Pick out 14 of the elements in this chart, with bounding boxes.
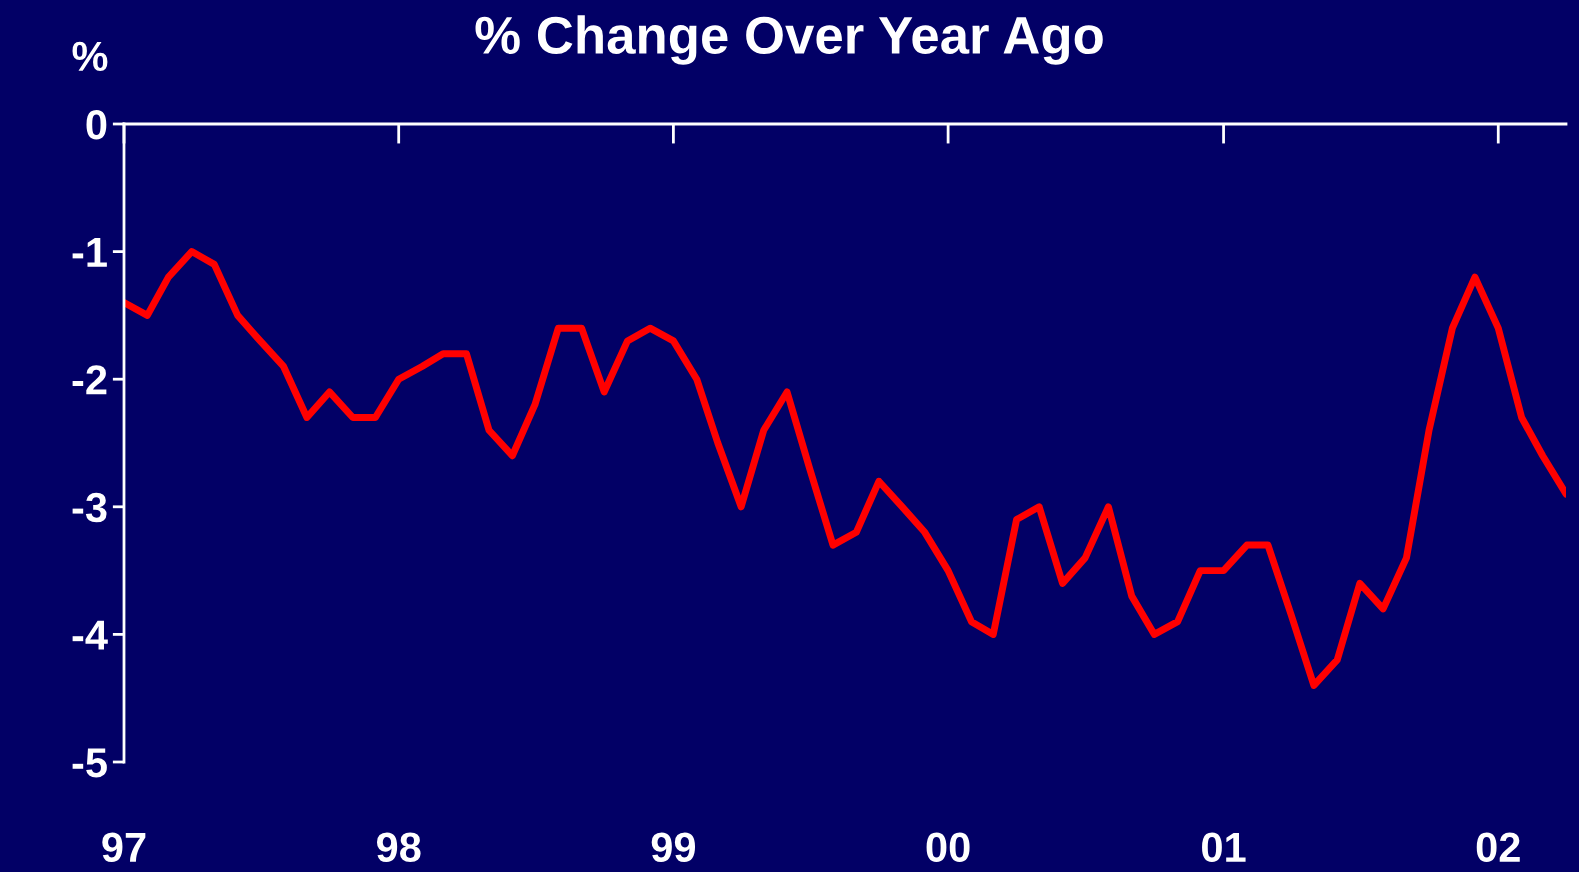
y-axis-title: % xyxy=(72,41,108,72)
y-tick-label: -1 xyxy=(72,238,107,267)
y-tick-label: -4 xyxy=(72,620,108,650)
y-tick-label: -2 xyxy=(72,365,107,395)
y-tick-label: -3 xyxy=(72,492,107,523)
x-tick-label: 00 xyxy=(926,832,970,863)
chart-title: % Change Over Year Ago xyxy=(475,15,1103,65)
x-tick-label: 01 xyxy=(1202,832,1246,863)
y-tick-label: 0 xyxy=(86,110,107,140)
x-tick-label: 98 xyxy=(376,832,421,863)
x-tick-label: 97 xyxy=(102,832,146,863)
x-tick-label: 02 xyxy=(1476,832,1520,863)
x-tick-label: 99 xyxy=(651,832,696,863)
y-tick-label: -5 xyxy=(72,748,107,778)
